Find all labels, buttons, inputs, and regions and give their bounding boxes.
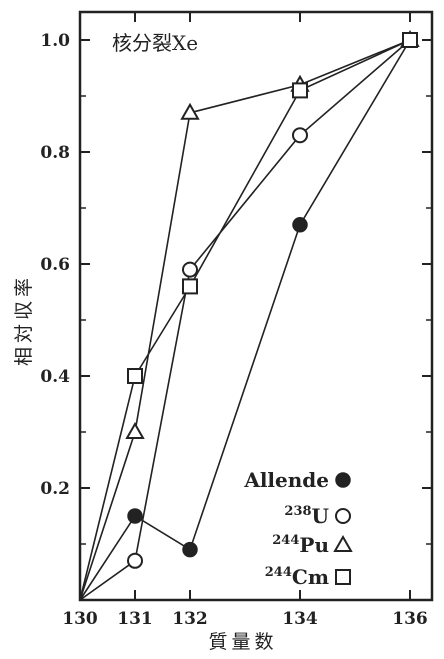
marker-open-square	[335, 569, 351, 585]
legend-name: U	[312, 504, 329, 528]
x-tick-label: 132	[172, 609, 208, 629]
marker-open-square	[402, 32, 418, 48]
x-tick-label: 134	[282, 609, 318, 629]
legend-label-pu: 244Pu	[272, 533, 329, 557]
chart-title: 核分裂Xe	[112, 31, 198, 55]
marker-open-triangle	[125, 421, 145, 439]
legend-superscript: 238	[284, 504, 311, 519]
legend-name: Pu	[299, 533, 329, 557]
x-axis-title: 質量数	[208, 631, 277, 653]
legend-label-allende: Allende	[243, 468, 329, 492]
marker-open-square	[182, 278, 198, 295]
marker-open-circle	[292, 127, 308, 144]
plot-frame	[78, 10, 434, 602]
marker-open-triangle	[333, 534, 353, 552]
marker-open-circle	[182, 261, 198, 278]
y-tick-label: 1.0	[40, 31, 70, 51]
marker-filled-circle	[335, 472, 351, 488]
legend-superscript: 244	[272, 533, 299, 548]
marker-open-square	[127, 368, 143, 384]
legend-label-u: 238U	[284, 504, 329, 528]
x-tick-label: 131	[117, 609, 153, 629]
marker-open-square	[292, 82, 308, 99]
y-tick-label: 0.4	[40, 367, 70, 387]
plot-border	[78, 10, 434, 602]
tick-labels: 0.2 0.4 0.6 0.8 1.0 130 131 132 134 136	[40, 31, 427, 629]
marker-open-triangle	[180, 102, 200, 120]
series-markers	[125, 29, 420, 569]
legend-label-cm: 244Cm	[265, 565, 329, 589]
marker-filled-circle	[182, 541, 198, 558]
legend-superscript: 244	[265, 565, 292, 580]
marker-filled-circle	[127, 508, 143, 524]
legend-name: Cm	[292, 565, 329, 589]
y-tick-label: 0.8	[40, 143, 70, 163]
y-axis-title: 相対収率	[13, 274, 35, 366]
axis-ticks	[79, 12, 432, 600]
marker-filled-circle	[292, 217, 308, 233]
x-tick-label: 130	[62, 609, 98, 629]
marker-open-circle	[335, 508, 351, 524]
marker-open-circle	[127, 552, 143, 569]
x-tick-label: 136	[392, 609, 428, 629]
y-tick-label: 0.6	[40, 255, 70, 275]
y-tick-label: 0.2	[40, 479, 70, 499]
